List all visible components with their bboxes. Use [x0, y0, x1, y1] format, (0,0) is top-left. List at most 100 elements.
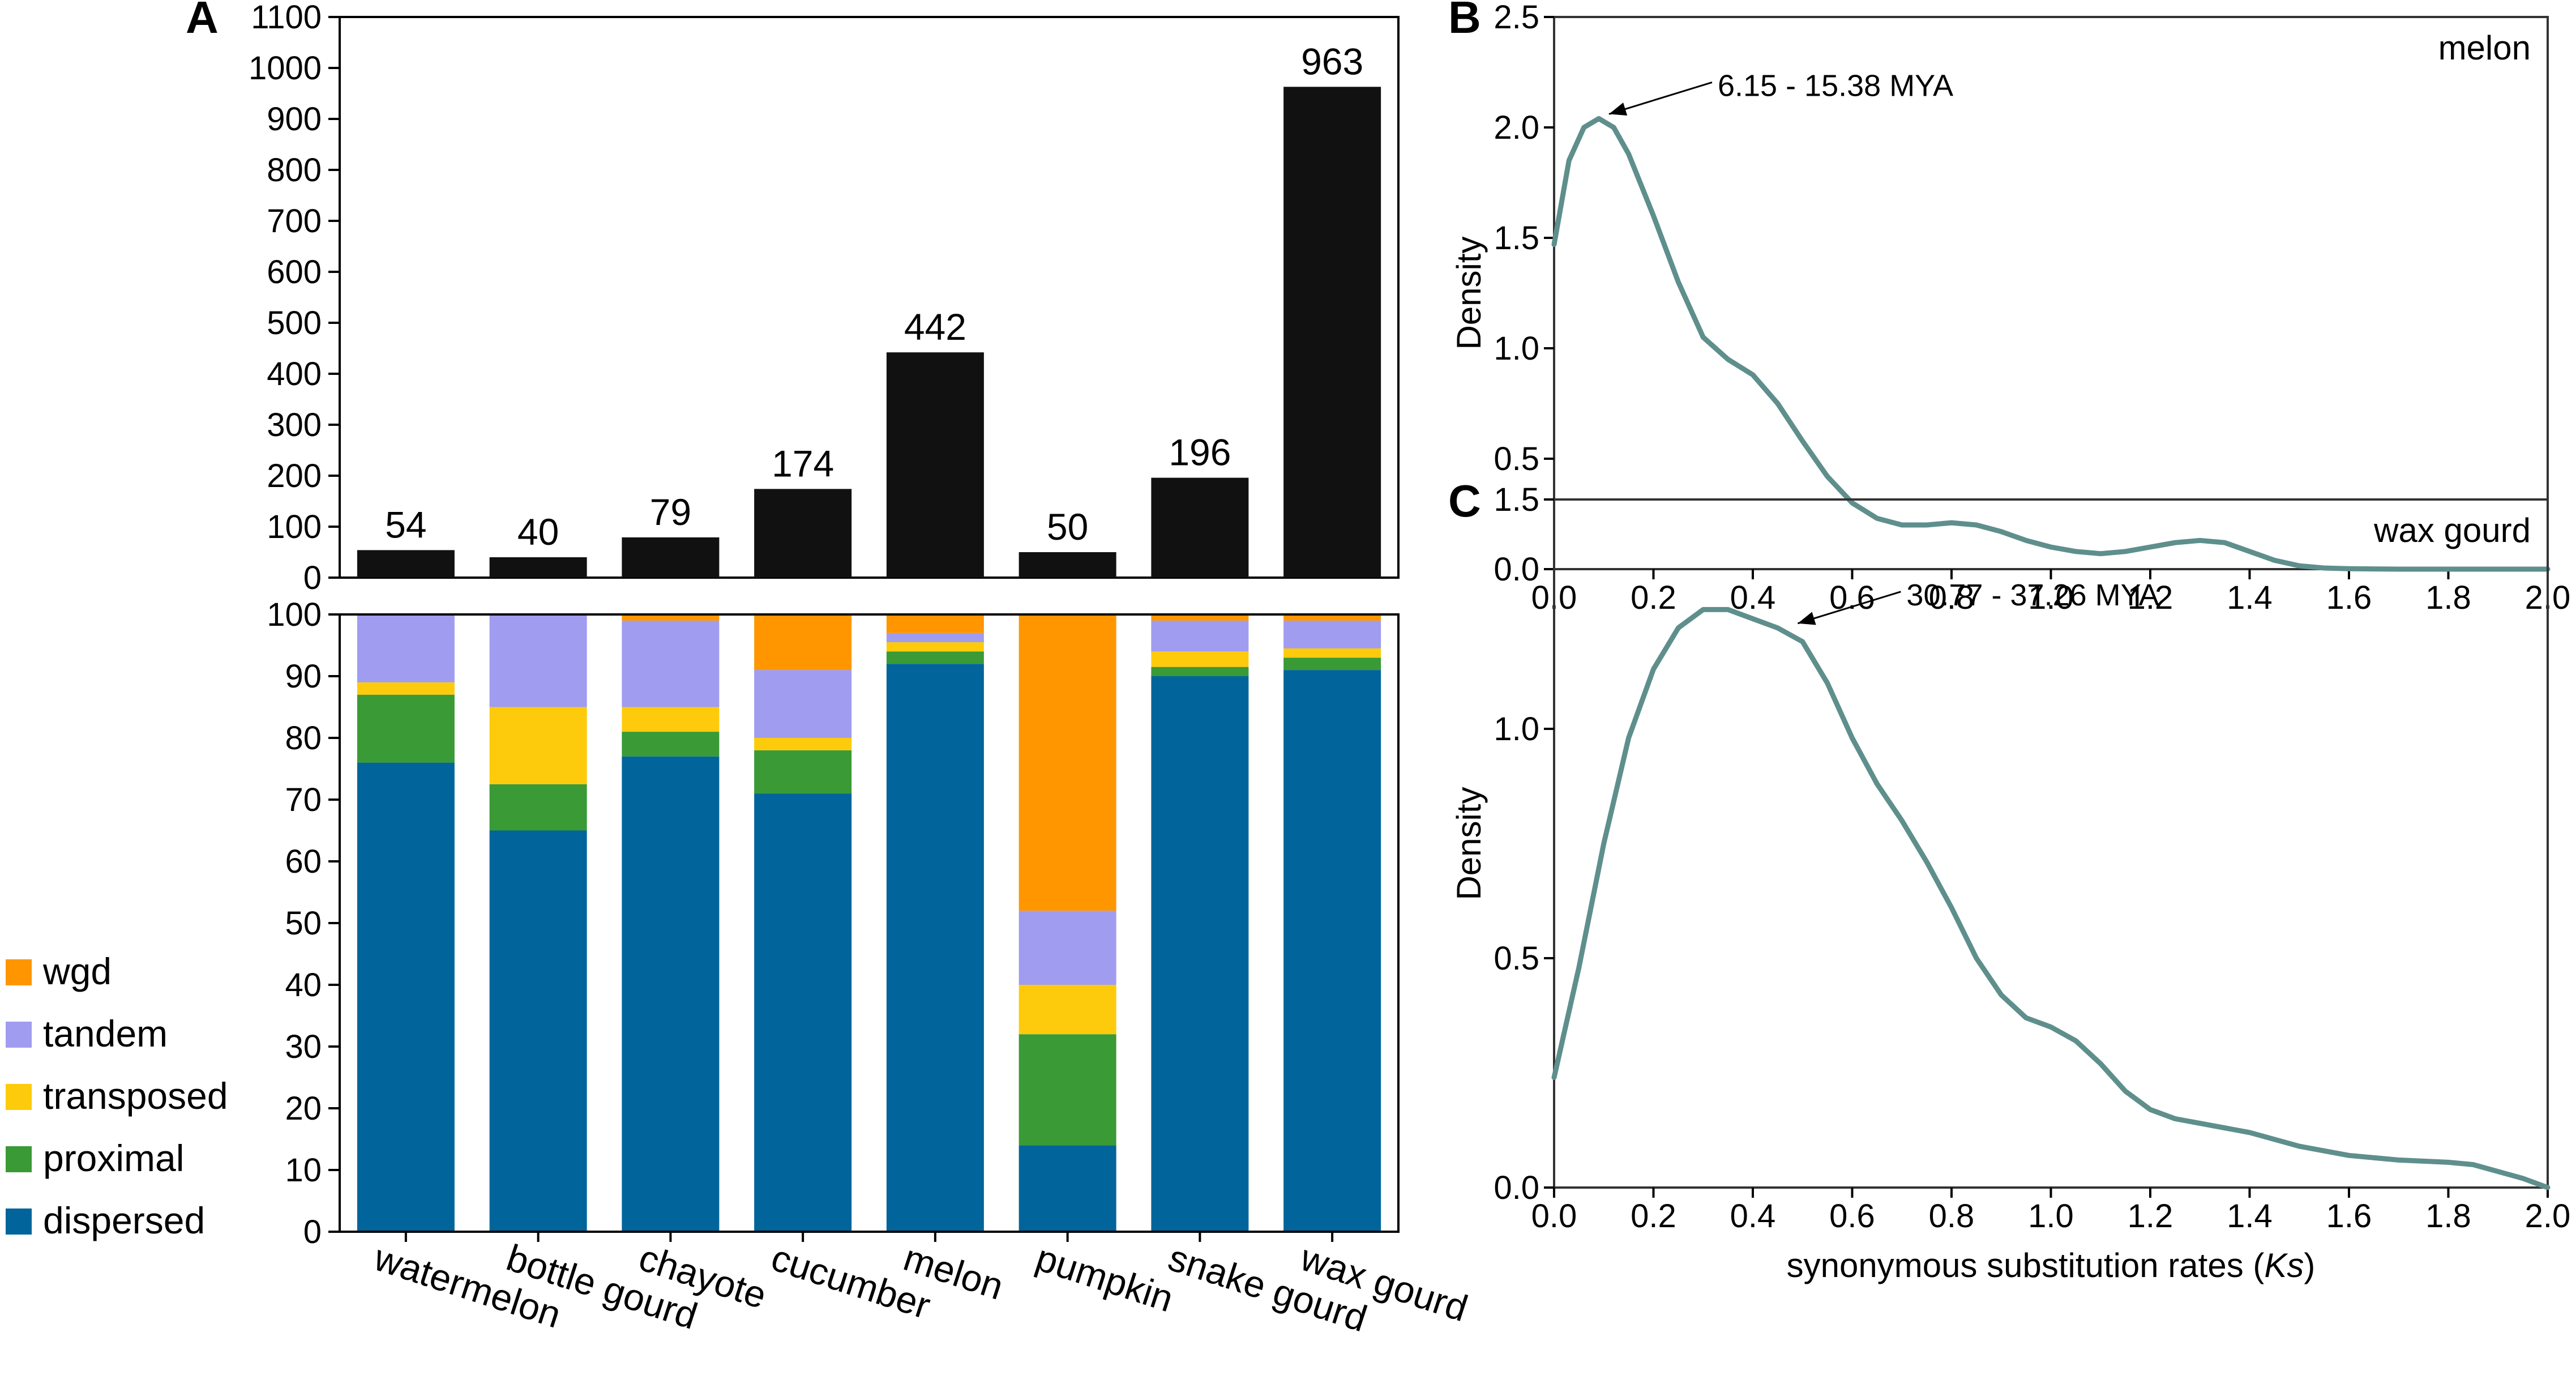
melon-annotation-arrow-head — [1608, 103, 1628, 116]
stack-tandem-pumpkin — [1019, 911, 1116, 985]
count-y-tick-label: 0 — [303, 560, 322, 596]
wax-gourd-x-tick-label: 1.2 — [2128, 1198, 2173, 1235]
legend-label-transposed: transposed — [43, 1075, 228, 1117]
melon-x-tick-label: 1.6 — [2326, 579, 2372, 616]
percent-y-tick-label: 100 — [267, 596, 322, 633]
percent-y-tick-label: 50 — [285, 905, 322, 942]
count-bar-snake-gourd — [1151, 477, 1249, 578]
stack-dispersed-bottle-gourd — [489, 830, 587, 1232]
wax-gourd-annotation-arrow-line — [1797, 591, 1901, 625]
count-label-bottle-gourd: 40 — [517, 511, 559, 553]
panel-label-c: C — [1448, 476, 1481, 526]
legend-swatch-proximal — [6, 1146, 32, 1172]
legend-label-tandem: tandem — [43, 1013, 168, 1054]
wax-gourd-x-tick-label: 1.0 — [2028, 1198, 2074, 1235]
count-y-tick-label: 400 — [267, 356, 322, 392]
wax-gourd-density-curve — [1551, 607, 2551, 1190]
melon-annotation-label: 6.15 - 15.38 MYA — [1718, 69, 1953, 103]
count-y-tick-label: 100 — [267, 509, 322, 545]
stack-tandem-wax-gourd — [1283, 620, 1381, 648]
count-y-tick-label: 1100 — [251, 0, 322, 36]
stack-tandem-bottle-gourd — [489, 614, 587, 707]
wax-gourd-annotation-arrow-head — [1798, 612, 1816, 625]
wax-gourd-x-tick-label: 0.4 — [1730, 1198, 1776, 1235]
count-y-tick-label: 900 — [267, 101, 322, 138]
melon-y-tick-label: 2.0 — [1494, 109, 1539, 146]
stack-proximal-cucumber — [754, 750, 852, 794]
count-y-tick-label: 200 — [267, 458, 322, 494]
count-y-tick-label: 1000 — [249, 50, 322, 87]
melon-plot-frame — [1553, 16, 2549, 570]
stack-tandem-chayote — [622, 620, 720, 707]
stack-dispersed-pumpkin — [1019, 1145, 1116, 1232]
melon-x-tick-label: 0.4 — [1730, 579, 1776, 616]
count-label-watermelon: 54 — [385, 503, 426, 545]
wax-gourd-x-tick-label: 1.6 — [2326, 1198, 2372, 1235]
wax-gourd-x-tick-label: 0.8 — [1929, 1198, 1975, 1235]
stack-transposed-melon — [886, 642, 984, 652]
count-y-tick-label: 700 — [267, 203, 322, 240]
count-label-chayote: 79 — [650, 491, 691, 533]
percent-y-tick-label: 20 — [285, 1090, 322, 1127]
stack-transposed-pumpkin — [1019, 985, 1116, 1035]
count-bar-cucumber — [754, 489, 852, 578]
stack-wgd-snake-gourd — [1151, 614, 1249, 621]
stack-transposed-bottle-gourd — [489, 707, 587, 784]
wax-gourd-y-tick-label: 1.0 — [1494, 711, 1539, 748]
wax-gourd-y-tick-label: 0.5 — [1494, 940, 1539, 977]
melon-x-tick-label: 1.8 — [2425, 579, 2471, 616]
melon-x-tick-label: 0.2 — [1631, 579, 1676, 616]
melon-y-axis-title: Density — [1450, 236, 1488, 349]
stack-wgd-pumpkin — [1019, 614, 1116, 911]
melon-y-tick-label: 0.5 — [1494, 441, 1539, 477]
count-label-wax-gourd: 963 — [1301, 40, 1363, 82]
legend-swatch-wgd — [6, 959, 32, 985]
percent-y-tick-label: 30 — [285, 1028, 322, 1065]
stack-tandem-watermelon — [357, 614, 455, 682]
count-y-tick-label: 300 — [267, 407, 322, 443]
melon-y-tick-label: 2.5 — [1494, 0, 1539, 36]
wax-gourd-y-tick-label: 0.0 — [1494, 1169, 1539, 1206]
legend-swatch-dispersed — [6, 1209, 32, 1235]
stack-proximal-watermelon — [357, 694, 455, 763]
stack-dispersed-melon — [886, 664, 984, 1232]
percent-y-tick-label: 40 — [285, 967, 322, 1004]
wax-gourd-y-tick-label: 1.5 — [1494, 481, 1539, 518]
stack-transposed-watermelon — [357, 682, 455, 695]
wax-gourd-x-tick-label: 1.4 — [2227, 1198, 2273, 1235]
count-bar-chart: 0 100 200 300 400 500 600 700 800 900 1000 1100 54 40… — [249, 0, 1400, 596]
stack-proximal-wax-gourd — [1283, 657, 1381, 671]
percent-y-tick-label: 90 — [285, 658, 322, 695]
stack-wgd-wax-gourd — [1283, 614, 1381, 621]
count-bar-wax-gourd — [1283, 87, 1381, 578]
melon-annotation-arrow-line — [1608, 81, 1713, 115]
percent-y-tick-label: 80 — [285, 720, 322, 757]
panel-label-b: B — [1448, 0, 1481, 42]
count-y-tick-label: 500 — [267, 305, 322, 341]
wax-gourd-x-tick-label: 0.0 — [1531, 1198, 1577, 1235]
count-label-cucumber: 174 — [772, 442, 834, 484]
melon-x-tick-label: 0.6 — [1829, 579, 1875, 616]
wax-gourd-y-axis-title: Density — [1450, 787, 1488, 900]
stack-wgd-chayote — [622, 614, 720, 621]
melon-x-tick-label: 0.8 — [1929, 579, 1975, 616]
percent-y-tick-label: 0 — [303, 1214, 322, 1250]
stack-dispersed-watermelon — [357, 762, 455, 1232]
count-plot-frame — [339, 16, 1400, 579]
count-label-snake-gourd: 196 — [1169, 432, 1231, 473]
stack-proximal-pumpkin — [1019, 1034, 1116, 1146]
wax-gourd-x-axis-title: synonymous substitution rates (Ks) — [1787, 1246, 2316, 1284]
wax-gourd-x-tick-label: 0.6 — [1829, 1198, 1875, 1235]
melon-x-tick-label: 1.2 — [2128, 579, 2173, 616]
stack-dispersed-chayote — [622, 756, 720, 1232]
wax-gourd-annotation-label: 30.77 - 37.26 MYA — [1906, 578, 2159, 612]
stack-dispersed-cucumber — [754, 793, 852, 1232]
category-label-pumpkin: pumpkin — [1031, 1236, 1178, 1320]
wax-gourd-x-tick-label: 2.0 — [2525, 1198, 2571, 1235]
stack-proximal-snake-gourd — [1151, 667, 1249, 676]
wax-gourd-density-chart: 0.0 0.5 1.0 1.5 0.0 0.2 0.4 0.6 0.8 1.0 1.2 1.4 1.6 1… — [1450, 481, 2570, 1284]
stack-proximal-melon — [886, 651, 984, 664]
count-bar-melon — [886, 352, 984, 578]
melon-density-curve — [1551, 116, 2551, 572]
stack-transposed-wax-gourd — [1283, 648, 1381, 658]
